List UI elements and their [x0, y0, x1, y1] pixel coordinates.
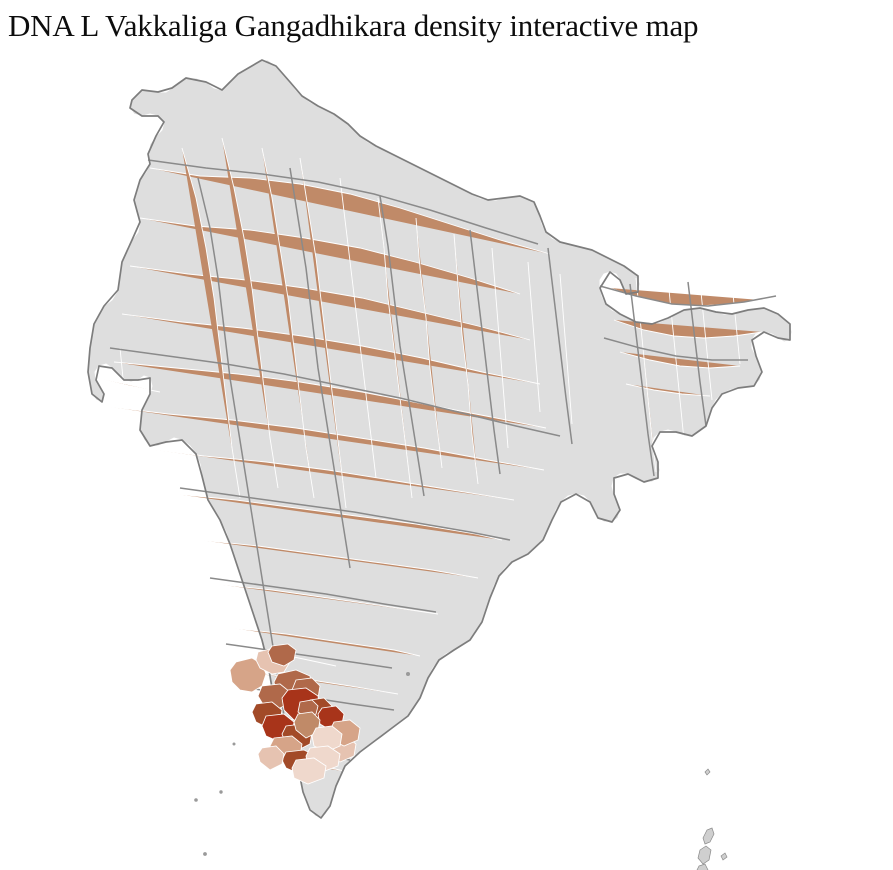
- district-boundaries: [95, 137, 763, 773]
- page-title: DNA L Vakkaliga Gangadhikara density int…: [8, 8, 699, 43]
- interactive-map-canvas[interactable]: [0, 48, 893, 870]
- india-landmass[interactable]: [87, 59, 793, 819]
- andaman-nicobar-islands[interactable]: [678, 768, 728, 870]
- lakshadweep-islands[interactable]: [194, 790, 223, 856]
- india-map-svg[interactable]: [0, 48, 893, 870]
- district-haveri[interactable]: [267, 643, 297, 667]
- district-ramanagara[interactable]: [293, 711, 321, 739]
- offshore-dots: [232, 672, 410, 746]
- state-boundaries: [87, 59, 791, 819]
- mainland-landmass: [87, 59, 793, 819]
- district-coimbatore[interactable]: [291, 757, 327, 785]
- highlighted-districts[interactable]: [229, 643, 361, 785]
- district-kodagu[interactable]: [257, 745, 285, 771]
